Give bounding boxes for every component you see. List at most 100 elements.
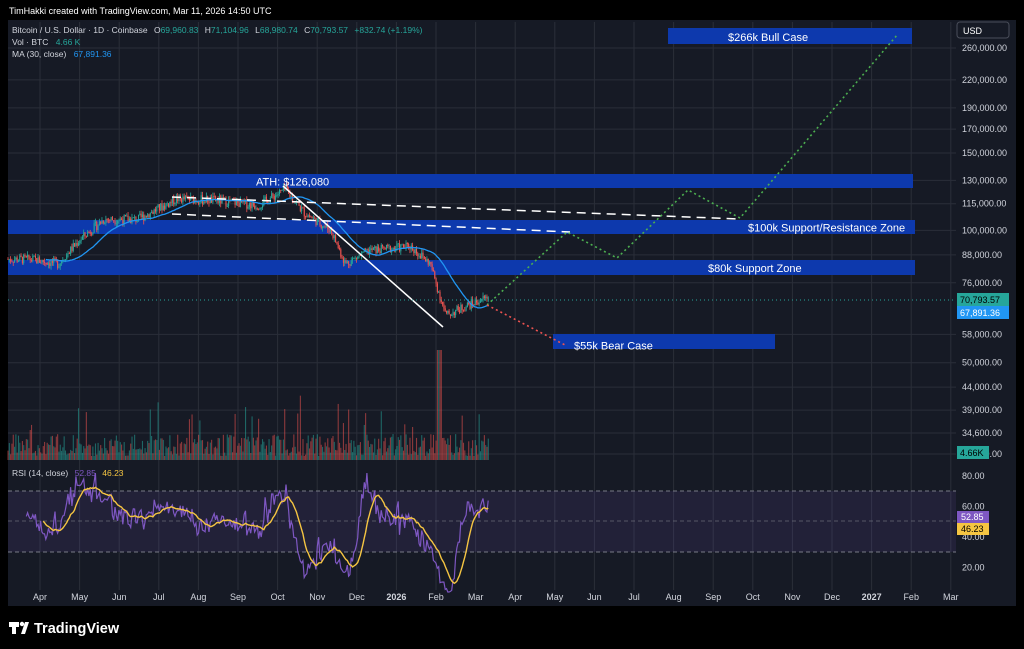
- candle: [371, 248, 373, 251]
- time-axis[interactable]: Apr May Jun Jul Aug Sep Oct Nov Dec 2026 Feb Mar Apr…: [33, 592, 959, 602]
- candle: [397, 243, 399, 245]
- volume-bar: [201, 440, 204, 460]
- zone-80k[interactable]: [8, 260, 915, 275]
- volume-bar: [280, 439, 282, 460]
- candle: [469, 303, 471, 309]
- time-tick-label: Aug: [666, 592, 682, 602]
- candle: [85, 235, 87, 237]
- volume-bar: [273, 434, 275, 460]
- currency-button[interactable]: [956, 21, 1010, 39]
- volume-bar: [98, 450, 100, 460]
- volume-bar: [414, 452, 416, 460]
- candle: [76, 243, 78, 246]
- volume-bar: [237, 445, 239, 460]
- volume-bar: [311, 437, 313, 460]
- candle: [362, 252, 364, 253]
- candle: [413, 249, 415, 254]
- volume-bar: [45, 454, 47, 460]
- volume-bar: [72, 435, 74, 460]
- volume-bar: [75, 448, 77, 460]
- volume-bar: [358, 444, 360, 460]
- volume-bar: [173, 446, 175, 460]
- volume-bar: [68, 453, 70, 460]
- candle: [97, 225, 99, 231]
- candle: [74, 243, 76, 247]
- candle: [81, 236, 83, 240]
- ath-zone[interactable]: [170, 174, 913, 188]
- volume-bar: [301, 455, 303, 460]
- price-axis[interactable]: 260,000.00 220,000.00 190,000.00 170,000.00…: [962, 43, 1007, 459]
- volume-bar: [246, 439, 248, 460]
- volume-bar: [468, 441, 470, 460]
- candle: [305, 216, 307, 218]
- volume-bar: [91, 455, 93, 460]
- volume-bar: [408, 454, 410, 460]
- time-tick-label: Dec: [824, 592, 841, 602]
- volume-bar: [144, 448, 146, 460]
- candle: [462, 310, 465, 311]
- candle: [68, 253, 70, 254]
- volume-bar: [384, 437, 386, 460]
- rsi-legend-label[interactable]: RSI (14, close): [12, 468, 68, 478]
- volume-bar: [188, 419, 190, 460]
- candle: [409, 248, 411, 250]
- candle: [177, 196, 179, 201]
- price-tick-label: 50,000.00: [962, 358, 1002, 368]
- volume-bar: [124, 455, 127, 460]
- volume-bar: [37, 445, 39, 460]
- volume-bar: [171, 454, 174, 460]
- volume-bar: [427, 453, 429, 460]
- volume-bar: [233, 436, 235, 460]
- ma-legend-label[interactable]: MA (30, close): [12, 49, 66, 59]
- candle: [168, 203, 170, 207]
- crash-trendline[interactable]: [282, 185, 444, 328]
- candle: [447, 310, 449, 313]
- bear-case-zone[interactable]: [553, 334, 775, 349]
- candle: [290, 195, 292, 197]
- bull-path[interactable]: [486, 33, 899, 306]
- volume-bar: [203, 453, 205, 460]
- volume-bar: [222, 434, 224, 460]
- rsi-axis[interactable]: 80.00 60.00 40.00 20.00: [962, 471, 985, 573]
- candle: [83, 232, 85, 237]
- candle: [340, 249, 342, 257]
- volume-bar: [335, 449, 337, 460]
- candle: [208, 202, 210, 204]
- volume-bar: [200, 440, 202, 460]
- volume-bar: [322, 446, 324, 460]
- candle: [145, 216, 147, 218]
- volume-bar: [221, 455, 223, 460]
- candle: [331, 228, 333, 234]
- tradingview-logo-text: TradingView: [34, 621, 120, 637]
- time-tick-label: Dec: [349, 592, 366, 602]
- volume-legend-label[interactable]: Vol · BTC: [12, 37, 48, 47]
- volume-bar: [209, 442, 211, 460]
- volume-bar: [71, 450, 73, 460]
- volume-bar: [66, 454, 68, 460]
- volume-bar: [431, 447, 433, 460]
- volume-bar: [169, 435, 171, 460]
- candle: [204, 201, 206, 203]
- bull-case-zone[interactable]: [668, 28, 912, 44]
- lower-dashed-trendline[interactable]: [171, 213, 571, 233]
- upper-dashed-trendline[interactable]: [171, 196, 741, 220]
- volume-bar: [405, 434, 407, 460]
- low-label: L: [255, 25, 260, 35]
- volume-bar: [212, 454, 214, 460]
- high-label: H: [205, 25, 211, 35]
- candle: [478, 302, 480, 305]
- volume-bar: [89, 445, 91, 460]
- candle: [318, 218, 320, 219]
- volume-bar: [425, 455, 427, 460]
- candle: [238, 202, 240, 208]
- symbol-label[interactable]: Bitcoin / U.S. Dollar · 1D · Coinbase: [12, 25, 148, 35]
- candle: [66, 254, 68, 260]
- volume-bar: [19, 442, 21, 460]
- candle: [452, 312, 454, 316]
- volume-bar: [442, 437, 444, 460]
- volume-bar: [105, 448, 107, 460]
- volume-bar: [293, 434, 295, 460]
- price-tick-label: 39,000.00: [962, 405, 1002, 415]
- volume-bar: [447, 438, 449, 460]
